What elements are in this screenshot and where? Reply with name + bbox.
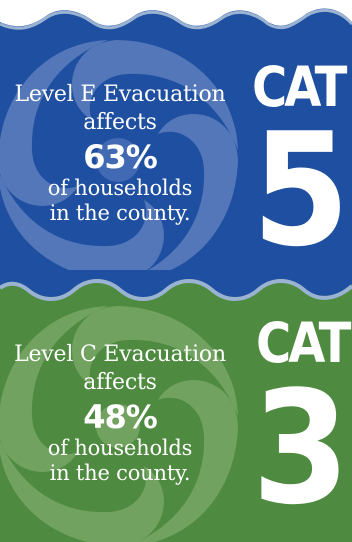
top-wave-border	[0, 0, 352, 27]
cat3-number: 3	[252, 357, 350, 539]
middle-wave-border	[0, 270, 352, 297]
cat5-percent: 63%	[83, 138, 158, 176]
cat3-message: Level C Evacuation affects 48% of househ…	[0, 344, 240, 484]
cat5-number: 5	[252, 99, 350, 281]
cat3-background	[0, 270, 352, 542]
cat5-background	[0, 0, 352, 290]
cat5-label: CAT	[252, 55, 347, 120]
cat5-message: Level E Evacuation affects 63% of househ…	[0, 84, 240, 224]
cat3-label: CAT	[256, 311, 351, 376]
cat3-line4: in the county.	[49, 461, 191, 485]
cat5-line2: affects	[83, 110, 157, 135]
bottom-swirl-icon	[0, 306, 238, 542]
cat3-percent: 48%	[83, 398, 158, 436]
cat5-panel: Level E Evacuation affects 63% of househ…	[0, 0, 352, 290]
cat3-line1: Level C Evacuation	[14, 342, 226, 367]
cat3-line3: of households	[47, 436, 193, 460]
top-swirl-icon	[0, 40, 238, 280]
cat5-line1: Level E Evacuation	[14, 82, 226, 107]
cat5-line3: of households	[47, 176, 193, 200]
cat3-panel: Level C Evacuation affects 48% of househ…	[0, 270, 352, 542]
cat3-line2: affects	[83, 370, 157, 395]
cat5-line4: in the county.	[49, 201, 191, 225]
